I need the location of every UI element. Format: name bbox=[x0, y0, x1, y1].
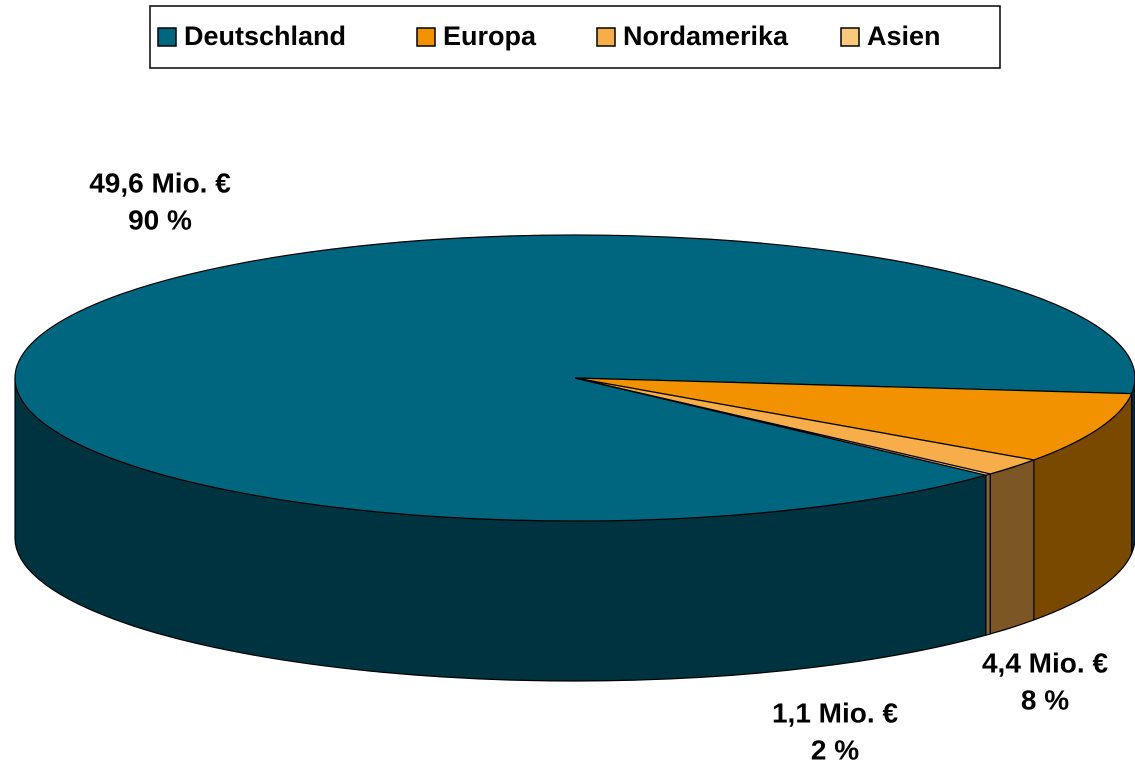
slice-side bbox=[985, 473, 991, 636]
data-label: 1,1 Mio. € bbox=[772, 697, 898, 728]
legend-label: Europa bbox=[443, 21, 537, 51]
legend-label: Deutschland bbox=[184, 21, 346, 51]
legend-swatch bbox=[416, 27, 436, 47]
legend-swatch bbox=[840, 27, 860, 47]
slice bbox=[574, 377, 991, 476]
legend-label: Nordamerika bbox=[623, 21, 789, 51]
percent-label: 2 % bbox=[811, 734, 859, 765]
percent-label: 8 % bbox=[1021, 684, 1069, 715]
data-label: 4,4 Mio. € bbox=[982, 647, 1108, 678]
data-label: 49,6 Mio. € bbox=[89, 167, 231, 198]
slice bbox=[574, 377, 1133, 461]
legend-swatch bbox=[596, 27, 616, 47]
percent-label: 90 % bbox=[128, 204, 192, 235]
legend-label: Asien bbox=[867, 21, 941, 51]
legend-swatch bbox=[157, 27, 177, 47]
slice-side bbox=[989, 459, 1035, 635]
